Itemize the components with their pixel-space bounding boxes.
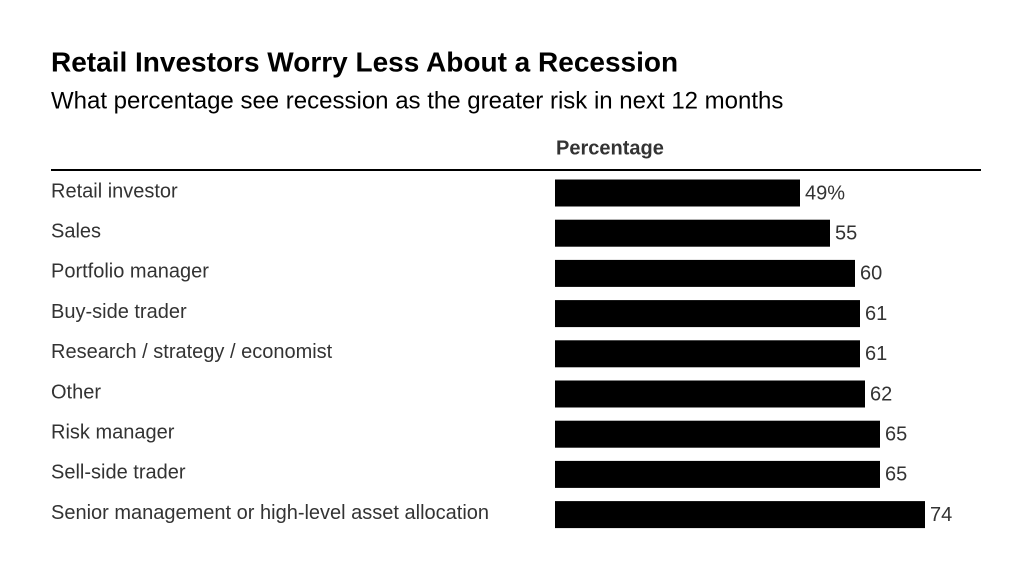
- value-label: 61: [865, 343, 887, 365]
- bar: [555, 380, 865, 408]
- bar: [555, 340, 860, 368]
- column-header: Percentage: [556, 137, 664, 159]
- category-label: Risk manager: [51, 421, 175, 443]
- value-label: 74: [930, 504, 952, 526]
- category-label: Portfolio manager: [51, 261, 209, 283]
- value-label: 55: [835, 222, 857, 244]
- category-label: Sales: [51, 220, 101, 242]
- category-label: Retail investor: [51, 180, 178, 202]
- chart-subtitle: What percentage see recession as the gre…: [51, 87, 783, 114]
- value-label: 61: [865, 303, 887, 325]
- bar: [555, 179, 800, 207]
- bar: [555, 501, 925, 529]
- category-label: Other: [51, 381, 101, 403]
- category-label: Buy-side trader: [51, 301, 187, 323]
- bar: [555, 219, 830, 247]
- bar: [555, 420, 880, 448]
- value-label: 62: [870, 383, 892, 405]
- value-label: 65: [885, 464, 907, 486]
- bar: [555, 259, 855, 287]
- category-label: Senior management or high-level asset al…: [51, 502, 489, 524]
- value-label: 60: [860, 263, 882, 285]
- category-label: Research / strategy / economist: [51, 341, 333, 363]
- value-label: 65: [885, 423, 907, 445]
- bar: [555, 460, 880, 488]
- value-label: 49%: [805, 182, 845, 204]
- category-label: Sell-side trader: [51, 462, 186, 484]
- bar: [555, 300, 860, 328]
- chart-title: Retail Investors Worry Less About a Rece…: [51, 46, 678, 77]
